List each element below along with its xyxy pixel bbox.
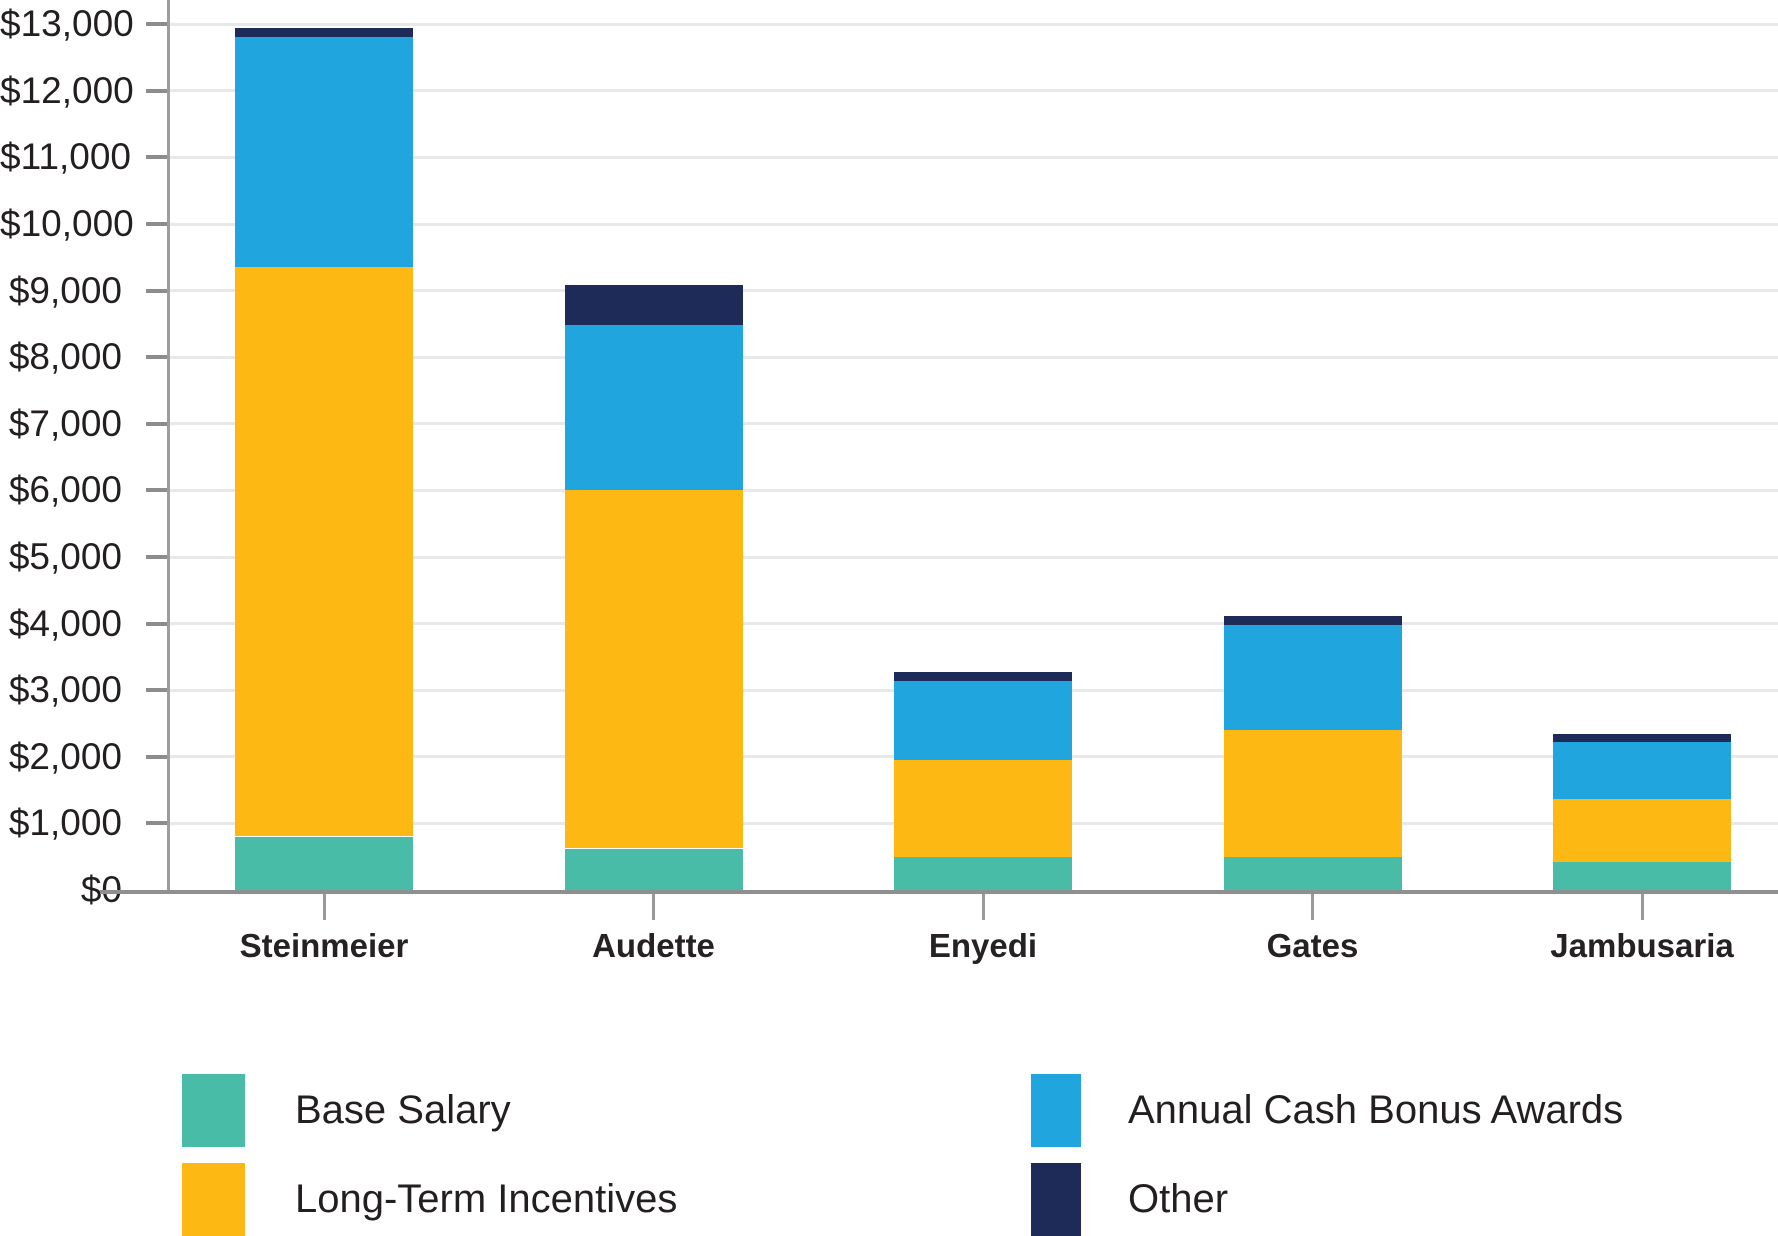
x-axis-line — [100, 890, 1778, 894]
x-axis-label-enyedi: Enyedi — [928, 927, 1038, 964]
x-axis-label-gates: Gates — [1266, 927, 1359, 964]
y-axis-tick-12000 — [146, 88, 170, 93]
x-axis-tick-jambusaria — [1640, 894, 1644, 920]
bar-segment-gates-long-term-incentives — [1224, 730, 1402, 857]
x-axis-label-jambusaria: Jambusaria — [1550, 927, 1734, 964]
y-axis-line — [167, 0, 170, 890]
gridline-5000 — [167, 555, 1778, 559]
legend-label-base-salary: Base Salary — [295, 1088, 511, 1132]
y-axis-label-10000: $10,000 — [0, 203, 134, 244]
y-axis-label-1000: $1,000 — [8, 802, 122, 844]
bar-segment-jambusaria-base-salary — [1553, 862, 1731, 890]
x-axis-tick-steinmeier — [322, 894, 326, 920]
y-axis-tick-8000 — [146, 355, 170, 360]
gridline-13000 — [167, 22, 1778, 26]
y-axis-tick-2000 — [146, 754, 170, 759]
gridline-10000 — [167, 222, 1778, 226]
bar-segment-jambusaria-long-term-incentives — [1553, 799, 1731, 862]
y-axis-label-3000: $3,000 — [8, 669, 122, 711]
bar-segment-gates-annual-cash-bonus-awards — [1224, 625, 1402, 730]
bar-segment-steinmeier-annual-cash-bonus-awards — [235, 36, 413, 267]
bar-segment-enyedi-other — [894, 672, 1072, 681]
x-axis-tick-gates — [1311, 894, 1314, 920]
gridline-12000 — [167, 89, 1778, 93]
bar-segment-audette-long-term-incentives — [565, 490, 743, 848]
y-axis-tick-10000 — [146, 222, 170, 226]
y-axis-label-8000: $8,000 — [8, 336, 122, 378]
y-axis-tick-13000 — [146, 22, 170, 27]
gridline-11000 — [167, 155, 1778, 159]
bar-segment-steinmeier-other — [235, 28, 413, 37]
legend-swatch-base-salary — [182, 1074, 245, 1147]
x-axis-tick-enyedi — [981, 894, 985, 920]
legend-label-other: Other — [1128, 1177, 1229, 1221]
y-axis-label-7000: $7,000 — [8, 402, 122, 444]
bar-segment-audette-base-salary — [565, 849, 743, 890]
bar-segment-gates-base-salary — [1224, 857, 1402, 890]
y-axis-tick-4000 — [146, 621, 170, 626]
y-axis-label-6000: $6,000 — [8, 469, 122, 511]
x-axis-label-audette: Audette — [592, 927, 715, 964]
y-axis-tick-6000 — [146, 488, 170, 493]
y-axis-label-4000: $4,000 — [8, 602, 122, 644]
legend-label-annual-cash-bonus-awards: Annual Cash Bonus Awards — [1128, 1088, 1624, 1132]
y-axis-tick-7000 — [146, 421, 170, 426]
y-axis-tick-11000 — [146, 155, 170, 160]
bar-segment-audette-other — [565, 285, 743, 325]
bar-segment-audette-annual-cash-bonus-awards — [565, 325, 743, 490]
y-axis-label-2000: $2,000 — [8, 735, 122, 777]
y-axis-tick-1000 — [146, 821, 170, 826]
y-axis-label-13000: $13,000 — [0, 3, 134, 45]
x-axis-label-steinmeier: Steinmeier — [239, 927, 409, 964]
legend-swatch-long-term-incentives — [182, 1163, 245, 1236]
y-axis-label-0: $0 — [80, 869, 122, 910]
gridline-7000 — [167, 422, 1778, 426]
bar-segment-enyedi-long-term-incentives — [894, 760, 1072, 857]
gridline-4000 — [167, 622, 1778, 626]
y-axis-label-5000: $5,000 — [8, 536, 122, 577]
bar-segment-steinmeier-long-term-incentives — [235, 267, 413, 836]
y-axis-label-9000: $9,000 — [8, 269, 122, 311]
bar-segment-jambusaria-other — [1553, 734, 1731, 742]
y-axis-tick-5000 — [146, 555, 170, 559]
gridline-6000 — [167, 488, 1778, 492]
bar-segment-enyedi-annual-cash-bonus-awards — [894, 680, 1072, 760]
bar-segment-enyedi-base-salary — [894, 857, 1072, 890]
bar-segment-jambusaria-annual-cash-bonus-awards — [1553, 742, 1731, 799]
legend-swatch-other — [1031, 1163, 1081, 1236]
y-axis-label-12000: $12,000 — [0, 69, 134, 111]
y-axis-tick-3000 — [146, 688, 170, 693]
bar-segment-gates-other — [1224, 616, 1402, 625]
legend-swatch-annual-cash-bonus-awards — [1031, 1074, 1081, 1147]
gridline-8000 — [167, 355, 1778, 359]
y-axis-label-11000: $11,000 — [0, 136, 131, 178]
bar-segment-steinmeier-base-salary — [235, 837, 413, 890]
gridline-9000 — [167, 289, 1778, 293]
x-axis-tick-audette — [652, 894, 655, 920]
legend-label-long-term-incentives: Long-Term Incentives — [295, 1177, 678, 1221]
y-axis-tick-9000 — [146, 288, 170, 293]
